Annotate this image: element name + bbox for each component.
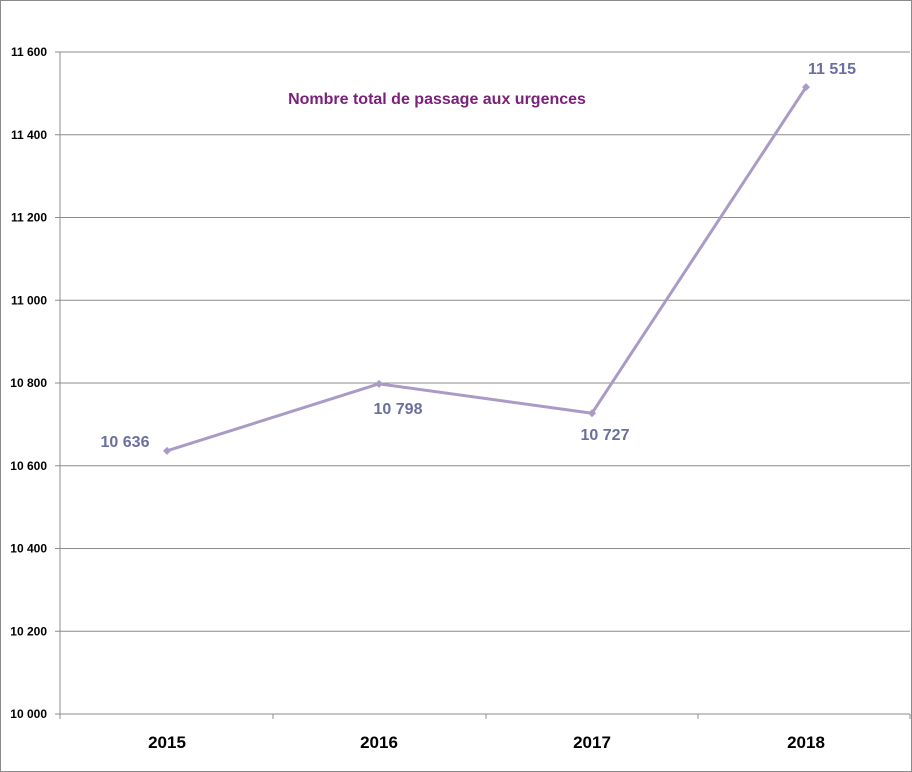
x-tick-label: 2016: [360, 733, 398, 752]
axes: [55, 51, 911, 719]
y-tick-label: 11 200: [11, 211, 47, 225]
x-axis-tick-labels: 2015 2016 2017 2018: [148, 733, 825, 752]
y-tick-label: 11 400: [11, 128, 47, 142]
series-line: [166, 86, 808, 453]
y-tick-label: 10 600: [10, 459, 47, 473]
data-point-marker: [163, 446, 171, 455]
y-tick-label: 10 000: [10, 707, 47, 721]
data-point-marker: [588, 409, 596, 418]
gridlines: [60, 51, 910, 632]
x-tick-label: 2018: [787, 733, 825, 752]
data-point-marker: [802, 83, 810, 92]
y-tick-label: 10 200: [10, 624, 47, 638]
chart-title: Nombre total de passage aux urgences: [288, 91, 586, 108]
y-tick-label: 10 800: [10, 376, 47, 390]
x-tick-label: 2017: [573, 733, 611, 752]
data-label: 11 515: [808, 61, 856, 78]
series-line-layer: [163, 83, 810, 455]
data-label: 10 727: [581, 427, 630, 444]
y-tick-label: 11 000: [11, 293, 47, 307]
data-labels: 10 636 10 798 10 727 11 515: [101, 61, 857, 451]
x-tick-label: 2015: [148, 733, 186, 752]
y-tick-label: 11 600: [11, 45, 47, 59]
y-tick-label: 10 400: [10, 542, 47, 556]
y-axis-tick-labels: 10 000 10 200 10 400 10 600 10 800 11 000 11 2…: [10, 45, 47, 721]
data-label: 10 798: [374, 401, 423, 418]
data-label: 10 636: [101, 434, 150, 451]
data-point-marker: [375, 379, 383, 388]
